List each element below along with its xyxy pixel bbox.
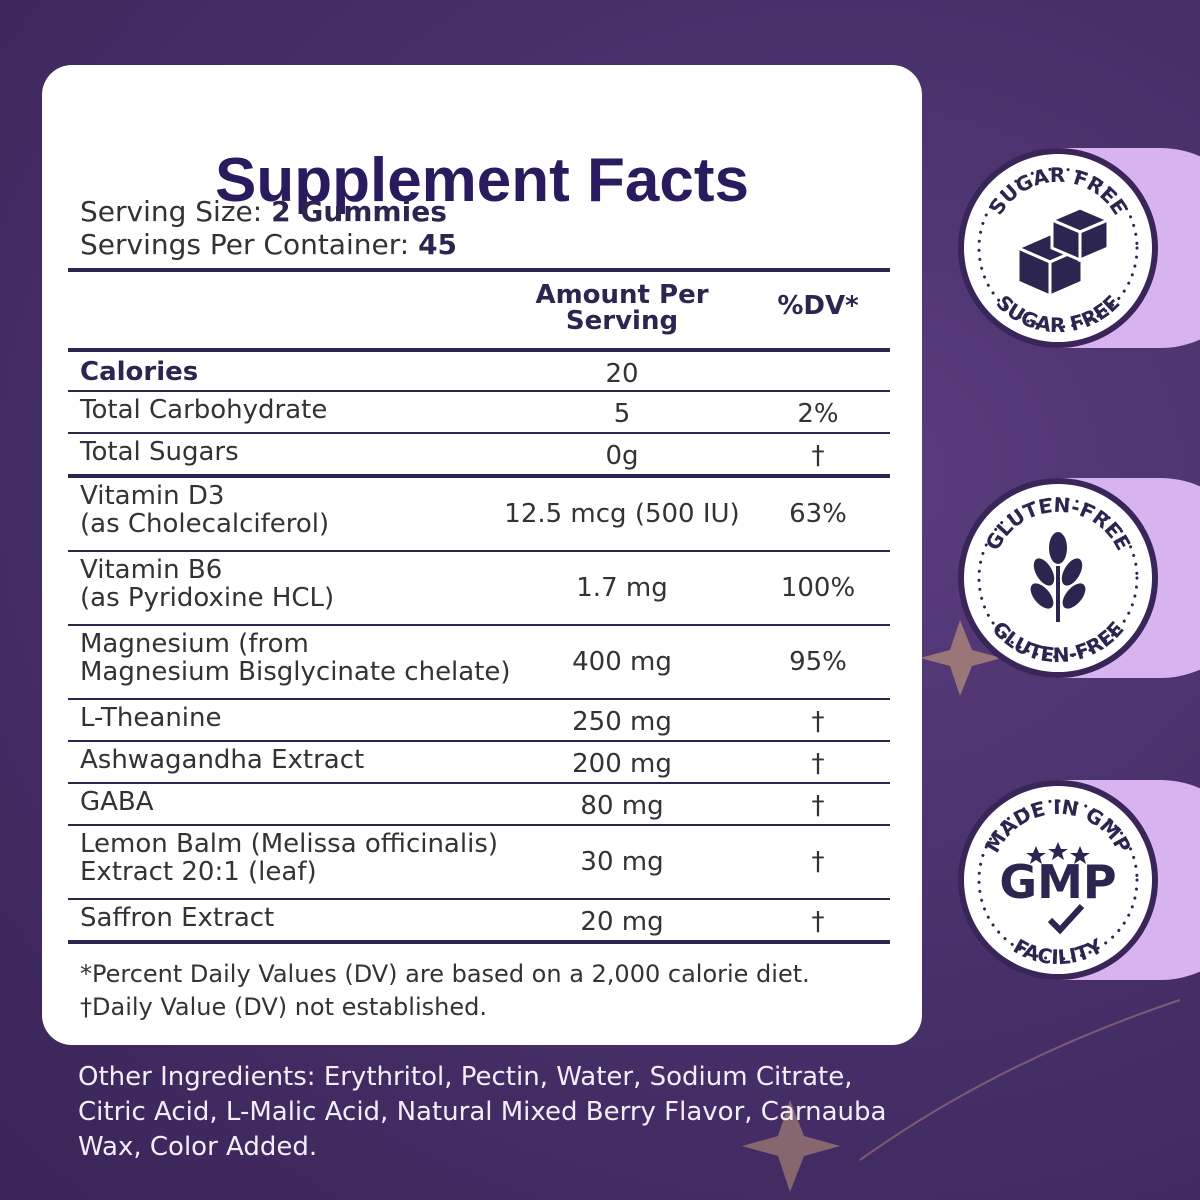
- icon-part: [1033, 558, 1055, 586]
- value: 45: [418, 228, 458, 261]
- amount: 5: [613, 399, 631, 429]
- rule-thin: [68, 740, 890, 742]
- amount: 20 mg: [580, 907, 664, 937]
- rule-thick: [68, 940, 890, 944]
- icon-part: [1014, 206, 1112, 299]
- rule-thin: [68, 432, 890, 434]
- title: Supplement Facts: [215, 146, 749, 215]
- icon-part: [1048, 245, 1084, 299]
- other-ingredients: Wax, Color Added.: [78, 1132, 318, 1162]
- badge-icon: [1014, 206, 1112, 299]
- nutrient-name: Total Carbohydrate: [80, 395, 328, 425]
- rule-thin: [68, 550, 890, 552]
- daily-value: 63%: [789, 499, 847, 529]
- badge: [964, 786, 1152, 974]
- nutrient-name: (as Cholecalciferol): [80, 509, 330, 539]
- facts-card: Supplement Facts: [42, 65, 922, 1045]
- amount: 12.5 mcg (500 IU): [504, 499, 740, 529]
- nutrient-name: Total Sugars: [80, 437, 239, 467]
- other-ingredients: Other Ingredients: Erythritol, Pectin, W…: [78, 1062, 853, 1092]
- rule-thin: [68, 698, 890, 700]
- footnote: *Percent Daily Values (DV) are based on …: [80, 960, 810, 988]
- badge-dots: [977, 167, 1139, 329]
- column-head: Amount Per Serving: [535, 280, 709, 336]
- daily-value: †: [811, 441, 825, 471]
- badge-dots: [977, 799, 1139, 961]
- amount: 30 mg: [580, 847, 664, 877]
- daily-value: †: [811, 749, 825, 779]
- daily-value: †: [811, 907, 825, 937]
- badge-icon: [1030, 532, 1086, 622]
- nutrient-name: Vitamin D3: [80, 481, 225, 511]
- amount: 0g: [605, 441, 639, 471]
- nutrient-name: Magnesium Bisglycinate chelate): [80, 657, 511, 687]
- footnote: †Daily Value (DV) not established.: [80, 993, 487, 1021]
- nutrient-name: (as Pyridoxine HCL): [80, 583, 335, 613]
- daily-value: 100%: [780, 573, 856, 603]
- rule-thin: [68, 782, 890, 784]
- nutrient-name: Ashwagandha Extract: [80, 745, 365, 775]
- icon-part: [1047, 903, 1085, 935]
- icon-part: [1049, 532, 1067, 564]
- star: [742, 1100, 840, 1192]
- rule-thin: [68, 390, 890, 392]
- badge-dots: [977, 497, 1139, 659]
- column-head: %DV*: [777, 291, 859, 321]
- amount: 200 mg: [572, 749, 672, 779]
- amount: 400 mg: [572, 647, 672, 677]
- daily-value: †: [811, 707, 825, 737]
- daily-value: 2%: [797, 399, 839, 429]
- nutrient-name: Vitamin B6: [80, 555, 223, 585]
- amount: 1.7 mg: [576, 573, 668, 603]
- nutrient-name: Lemon Balm (Melissa officinalis): [80, 829, 499, 859]
- nutrient-name: Saffron Extract: [80, 903, 275, 933]
- icon-part: [1061, 558, 1083, 586]
- badge-icon: [1026, 842, 1090, 935]
- icon-part: [1056, 566, 1060, 622]
- nutrient-name: GABA: [80, 787, 154, 817]
- servings-per-container: Servings Per Container: 45: [80, 228, 457, 261]
- amount: 20: [605, 359, 639, 389]
- daily-value: †: [811, 791, 825, 821]
- rule-thick: [68, 474, 890, 478]
- daily-value: 95%: [789, 647, 847, 677]
- nutrient-name: L-Theanine: [80, 703, 222, 733]
- rule-thick: [68, 268, 890, 272]
- icon-part: [1030, 583, 1054, 609]
- star: [920, 620, 1002, 696]
- rule-thin: [68, 898, 890, 900]
- value: 2 Gummies: [271, 195, 447, 228]
- icon-part: [1030, 532, 1086, 622]
- rule-thin: [68, 624, 890, 626]
- icon-part: [1078, 217, 1110, 263]
- other-ingredients: Citric Acid, L-Malic Acid, Natural Mixed…: [78, 1097, 887, 1127]
- icon-part: [1026, 842, 1090, 864]
- streak: [859, 999, 1181, 1161]
- badge-center-text: GMP: [999, 855, 1116, 909]
- nutrient-name: Extract 20:1 (leaf): [80, 857, 317, 887]
- amount: 250 mg: [572, 707, 672, 737]
- label: Servings Per Container:: [80, 228, 410, 261]
- icon-part: [1026, 842, 1090, 935]
- amount: 80 mg: [580, 791, 664, 821]
- label: Serving Size:: [80, 195, 263, 228]
- rule-thin: [68, 824, 890, 826]
- daily-value: †: [811, 847, 825, 877]
- icon-part: [1062, 583, 1086, 609]
- nutrient-name: Magnesium (from: [80, 629, 309, 659]
- serving-size: Serving Size: 2 Gummies: [80, 195, 447, 228]
- nutrient-name: Calories: [80, 357, 199, 387]
- rule-thick: [68, 348, 890, 352]
